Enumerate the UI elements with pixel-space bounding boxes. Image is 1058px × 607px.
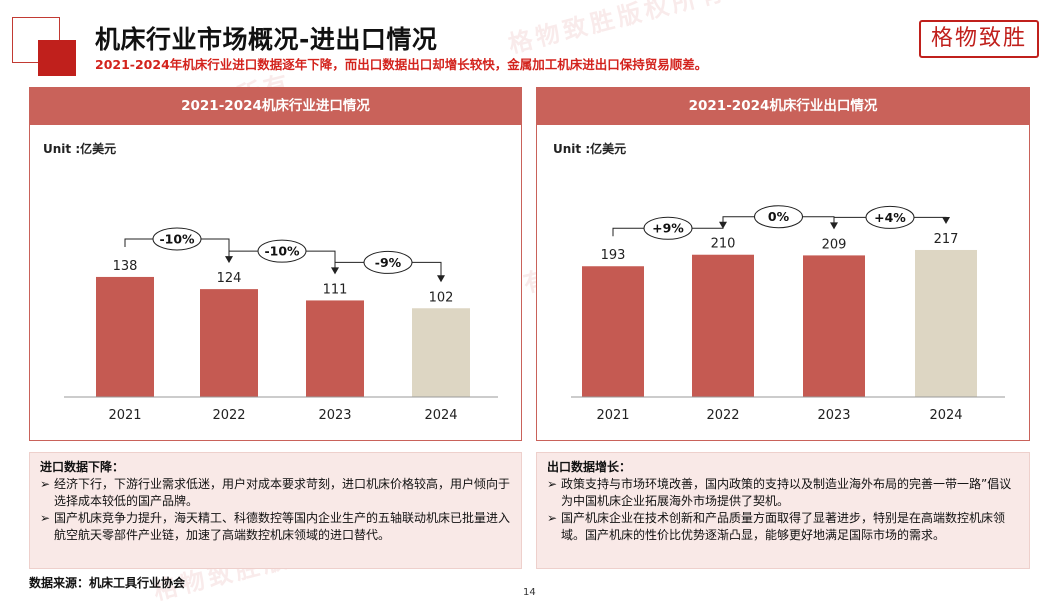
export-change-connector: +4% bbox=[833, 205, 950, 229]
export-category-label: 2024 bbox=[929, 408, 962, 423]
import-unit-label: Unit :亿美元 bbox=[43, 142, 117, 156]
import-category-label: 2021 bbox=[108, 408, 141, 423]
import-category-label: 2024 bbox=[424, 408, 457, 423]
export-change-label: 0% bbox=[768, 209, 790, 224]
export-value-label: 193 bbox=[601, 248, 626, 263]
export-chart-panel: 2021-2024机床行业出口情况 Unit :亿美元 193 2021 210 20… bbox=[536, 87, 1030, 441]
watermark: 格物致胜版权所有 bbox=[505, 0, 730, 59]
import-change-connector: -9% bbox=[334, 250, 445, 283]
export-chart-title: 2021-2024机床行业出口情况 bbox=[537, 88, 1029, 125]
export-change-badge bbox=[865, 205, 915, 229]
export-change-badge bbox=[643, 216, 693, 240]
export-bar-2021 bbox=[582, 266, 644, 397]
import-category-label: 2023 bbox=[318, 408, 351, 423]
export-note-text: 政策支持与市场环境改善，国内政策的支持以及制造业海外布局的完善一带一路”倡议为中… bbox=[561, 477, 1012, 508]
export-change-connector: 0% bbox=[722, 205, 838, 230]
import-change-badge bbox=[257, 239, 307, 263]
import-note-text: 国产机床竞争力提升，海天精工、科德数控等国内企业生产的五轴联动机床已批量进入航空… bbox=[54, 511, 511, 542]
import-bar-2022 bbox=[200, 289, 258, 397]
export-note-text: 国产机床企业在技术创新和产品质量方面取得了显著进步，特别是在高端数控机床领域。国… bbox=[561, 511, 1006, 542]
import-value-label: 111 bbox=[323, 282, 348, 297]
import-value-label: 102 bbox=[429, 290, 454, 305]
import-notes: 进口数据下降： ➢ 经济下行，下游行业需求低迷，用户对成本要求苛刻，进口机床价格… bbox=[29, 452, 522, 569]
export-value-label: 210 bbox=[711, 237, 736, 252]
export-unit-label: Unit :亿美元 bbox=[553, 142, 627, 156]
list-item: ➢ 国产机床竞争力提升，海天精工、科德数控等国内企业生产的五轴联动机床已批量进入… bbox=[40, 510, 511, 544]
import-notes-title: 进口数据下降： bbox=[40, 460, 125, 474]
import-chart-panel: 2021-2024机床行业进口情况 Unit :亿美元 138 2021 124 20… bbox=[29, 87, 522, 441]
export-change-connector: +9% bbox=[612, 216, 727, 240]
import-bar-2021 bbox=[96, 276, 154, 397]
arrow-bullet-icon: ➢ bbox=[547, 511, 558, 525]
page-subtitle: 2021-2024年机床行业进口数据逐年下降，而出口数据出口却增长较快，金属加工… bbox=[95, 57, 708, 72]
export-bar-2023 bbox=[803, 255, 865, 397]
arrow-bullet-icon: ➢ bbox=[40, 477, 51, 491]
import-change-connector: -10% bbox=[228, 239, 339, 275]
import-change-badge bbox=[152, 227, 202, 251]
export-category-label: 2023 bbox=[817, 408, 850, 423]
data-source: 数据来源：机床工具行业协会 bbox=[29, 576, 186, 590]
export-bar-2022 bbox=[692, 254, 754, 397]
import-change-badge bbox=[363, 250, 413, 274]
export-value-label: 209 bbox=[822, 237, 847, 252]
import-change-connector: -10% bbox=[124, 227, 233, 264]
import-category-label: 2022 bbox=[212, 408, 245, 423]
export-bar-chart: 193 2021 210 2022 209 2023 217 2024 +9% 0% +4% bbox=[571, 205, 1005, 423]
export-change-badge bbox=[754, 205, 803, 229]
import-change-label: -9% bbox=[375, 255, 402, 270]
import-bar-2023 bbox=[306, 300, 364, 397]
import-value-label: 124 bbox=[217, 271, 242, 286]
import-chart-title: 2021-2024机床行业进口情况 bbox=[30, 88, 521, 125]
import-value-label: 138 bbox=[113, 259, 138, 274]
export-change-label: +4% bbox=[874, 210, 906, 225]
page-number: 14 bbox=[523, 587, 536, 598]
export-category-label: 2022 bbox=[706, 408, 739, 423]
brand-logo: 格物致胜 bbox=[919, 20, 1039, 58]
arrow-bullet-icon: ➢ bbox=[547, 477, 558, 491]
export-category-label: 2021 bbox=[596, 408, 629, 423]
export-notes-title: 出口数据增长： bbox=[547, 460, 632, 474]
import-note-text: 经济下行，下游行业需求低迷，用户对成本要求苛刻，进口机床价格较高，用户倾向于选择… bbox=[54, 477, 511, 508]
arrow-bullet-icon: ➢ bbox=[40, 511, 51, 525]
export-notes: 出口数据增长： ➢ 政策支持与市场环境改善，国内政策的支持以及制造业海外布局的完… bbox=[536, 452, 1030, 569]
export-bar-2024 bbox=[915, 249, 977, 397]
page-title: 机床行业市场概况-进出口情况 bbox=[95, 25, 438, 54]
list-item: ➢ 国产机床企业在技术创新和产品质量方面取得了显著进步，特别是在高端数控机床领域… bbox=[547, 510, 1019, 544]
export-change-label: +9% bbox=[652, 221, 684, 236]
import-change-label: -10% bbox=[264, 244, 300, 259]
import-change-label: -10% bbox=[159, 231, 195, 246]
list-item: ➢ 经济下行，下游行业需求低迷，用户对成本要求苛刻，进口机床价格较高，用户倾向于… bbox=[40, 476, 511, 510]
export-value-label: 217 bbox=[934, 232, 959, 247]
header-deco-block bbox=[38, 40, 76, 76]
import-bar-2024 bbox=[412, 308, 470, 397]
list-item: ➢ 政策支持与市场环境改善，国内政策的支持以及制造业海外布局的完善一带一路”倡议… bbox=[547, 476, 1019, 510]
import-bar-chart: 138 2021 124 2022 111 2023 102 2024 -10% -10% -9% bbox=[64, 227, 498, 423]
